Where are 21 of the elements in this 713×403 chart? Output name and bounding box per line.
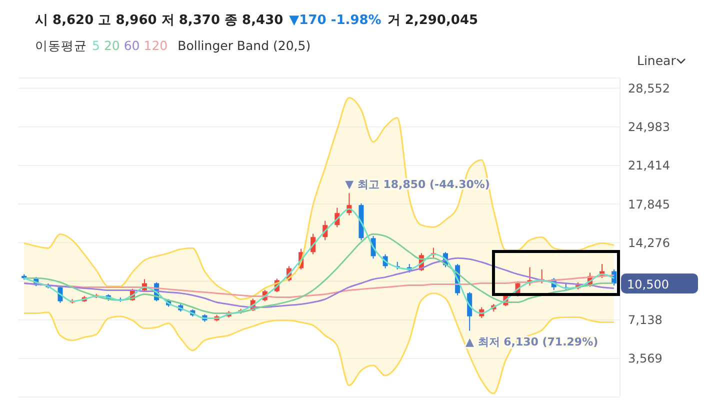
line-series: [23, 292, 615, 394]
y-tick-label: 17,845: [628, 197, 670, 212]
y-tick-label: 14,276: [628, 236, 670, 250]
text: 60: [124, 38, 140, 53]
y-tick-label: 3,569: [628, 352, 662, 366]
y-tick-label: 21,414: [628, 158, 670, 173]
y-tick-label: 7,138: [628, 313, 662, 328]
text: 5: [92, 38, 100, 53]
text: 20: [104, 38, 120, 53]
line-series: [23, 97, 615, 300]
text: ▼170 -1.98%: [289, 13, 382, 28]
text: 10,500: [627, 277, 669, 292]
text: 거 2,290,045: [387, 13, 478, 28]
y-tick-label: 28,552: [628, 82, 670, 96]
text: Bollinger Band (20,5): [178, 38, 311, 53]
legend-title: 이동평균: [35, 38, 87, 53]
text: 120: [144, 38, 168, 53]
text: Linear: [637, 53, 676, 68]
candlestick: [467, 292, 472, 332]
text: 시 8,620 고 8,960 저 8,370 종 8,430: [35, 13, 284, 28]
y-tick-label: 24,983: [628, 120, 670, 134]
